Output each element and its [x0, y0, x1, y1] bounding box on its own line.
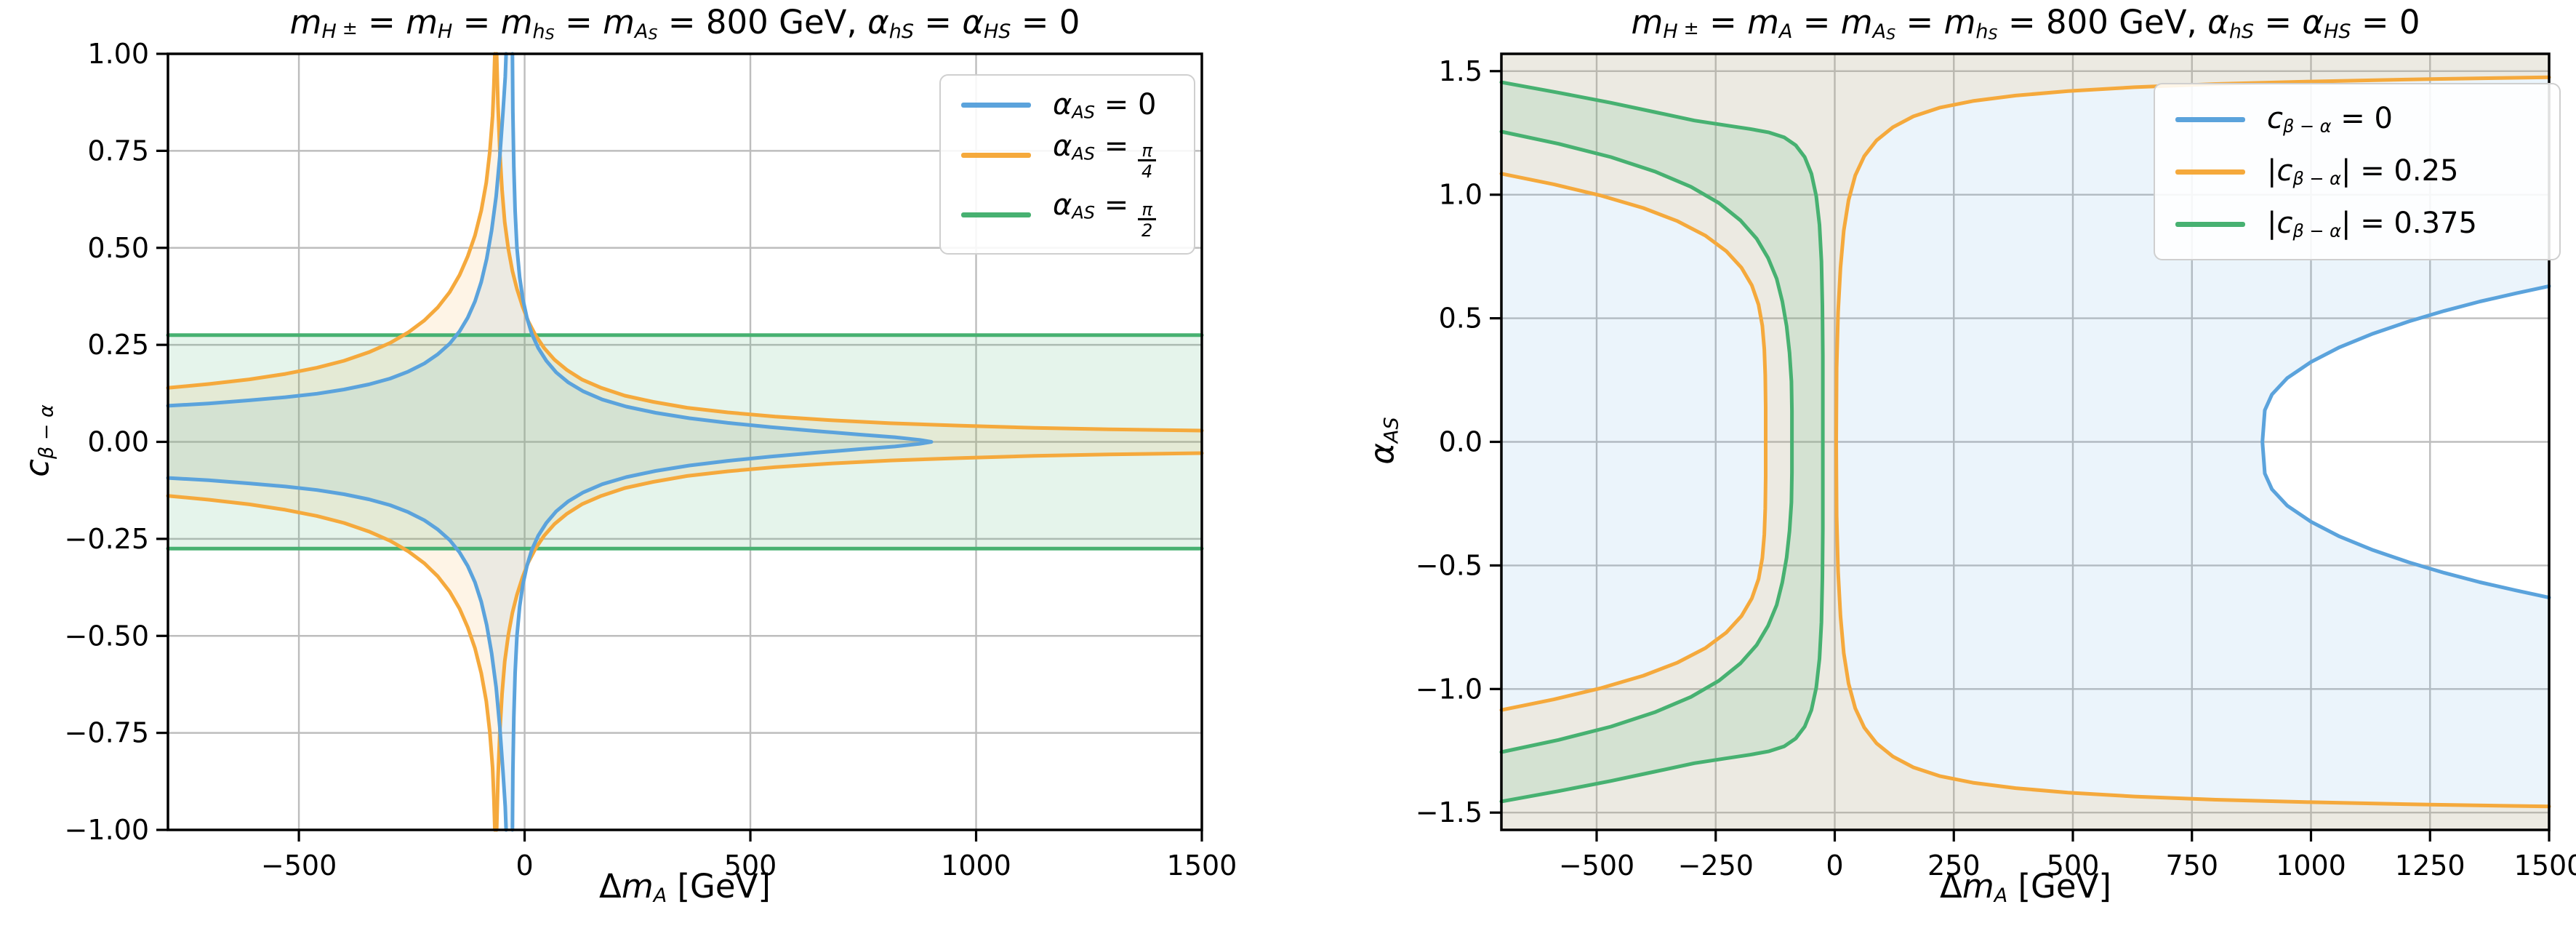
legend-label: |cβ − α| = 0.25 [2267, 154, 2459, 189]
blue-curve [166, 476, 508, 832]
legend-line-swatch [2175, 221, 2245, 227]
orange-region-fill [168, 54, 1202, 830]
x-tick-label: 0 [1826, 850, 1843, 882]
x-tick-label: 500 [724, 850, 777, 882]
y-tick-label: −0.50 [65, 620, 149, 652]
x-tick-label: −500 [261, 850, 337, 882]
x-tick-label: 1000 [941, 850, 1011, 882]
y-tick-label: 0.0 [1439, 426, 1482, 458]
legend-label: αAS = 0 [1053, 87, 1157, 123]
legend-line-swatch [2175, 116, 2245, 122]
x-tick-label: −250 [1678, 850, 1754, 882]
green-region-fill [168, 335, 1202, 549]
y-tick-label: 1.5 [1439, 55, 1482, 87]
y-tick-label: −1.00 [65, 814, 149, 846]
orange-curve [166, 494, 497, 832]
y-tick-label: −0.25 [65, 523, 149, 555]
green-curve [1499, 80, 1825, 804]
x-tick-label: 0 [515, 850, 533, 882]
right-x-axis-label: ΔmA [GeV] [1940, 867, 2111, 908]
y-tick-label: 0.75 [87, 135, 149, 167]
orange-curve [494, 451, 1204, 832]
y-tick-label: 0.50 [87, 232, 149, 264]
legend-item: |cβ − α| = 0.25 [2175, 154, 2539, 189]
x-tick-label: 750 [2165, 850, 2218, 882]
right-plot-title: mH ± = mA = mAS = mhS = 800 GeV, αhS = α… [1631, 3, 2420, 44]
blue-curve [2260, 284, 2551, 600]
y-tick-label: −0.5 [1416, 549, 1482, 581]
left-plot-title: mH ± = mH = mhS = mAS = 800 GeV, αhS = α… [289, 3, 1080, 44]
legend-item: αAS = 0 [961, 87, 1173, 123]
legend-line-swatch [961, 103, 1031, 108]
y-tick-label: 0.00 [87, 426, 149, 458]
blue-curve [166, 52, 508, 408]
y-tick-label: −1.5 [1416, 796, 1482, 828]
green-region-fill [1501, 82, 1823, 802]
orange-curve [1834, 75, 2551, 809]
y-tick-label: 0.5 [1439, 303, 1482, 335]
x-tick-label: 1500 [1167, 850, 1237, 882]
legend-label: |cβ − α| = 0.375 [2267, 207, 2477, 241]
y-tick-label: −1.0 [1416, 673, 1482, 705]
y-tick-label: 0.25 [87, 329, 149, 361]
left-y-axis-label: cβ − α [17, 404, 58, 477]
blue-curve [510, 52, 934, 832]
x-tick-label: 500 [2047, 850, 2100, 882]
orange-curve [166, 52, 497, 390]
left-x-axis-label: ΔmA [GeV] [599, 867, 771, 908]
legend-item: |cβ − α| = 0.375 [2175, 207, 2539, 241]
legend-line-swatch [961, 153, 1031, 159]
legend-line-swatch [961, 212, 1031, 217]
blue-region-fill [168, 54, 931, 830]
x-tick-label: 1000 [2276, 850, 2346, 882]
y-tick-label: 1.0 [1439, 179, 1482, 211]
x-tick-label: 1250 [2395, 850, 2465, 882]
legend-label: cβ − α = 0 [2267, 102, 2393, 137]
legend-line-swatch [2175, 169, 2245, 175]
x-tick-label: 1500 [2514, 850, 2576, 882]
x-tick-label: −500 [1559, 850, 1634, 882]
orange-curve [494, 52, 1204, 433]
right-legend: cβ − α = 0 |cβ − α| = 0.25 |cβ − α| = 0.… [2154, 83, 2561, 260]
x-tick-label: 250 [1927, 850, 1981, 882]
orange-curve [1499, 172, 1768, 712]
green-curve [1499, 129, 1794, 754]
y-tick-label: −0.75 [65, 717, 149, 749]
y-tick-label: 1.00 [87, 38, 149, 70]
legend-item: cβ − α = 0 [2175, 102, 2539, 137]
right-y-axis-label: αAS [1363, 417, 1403, 465]
